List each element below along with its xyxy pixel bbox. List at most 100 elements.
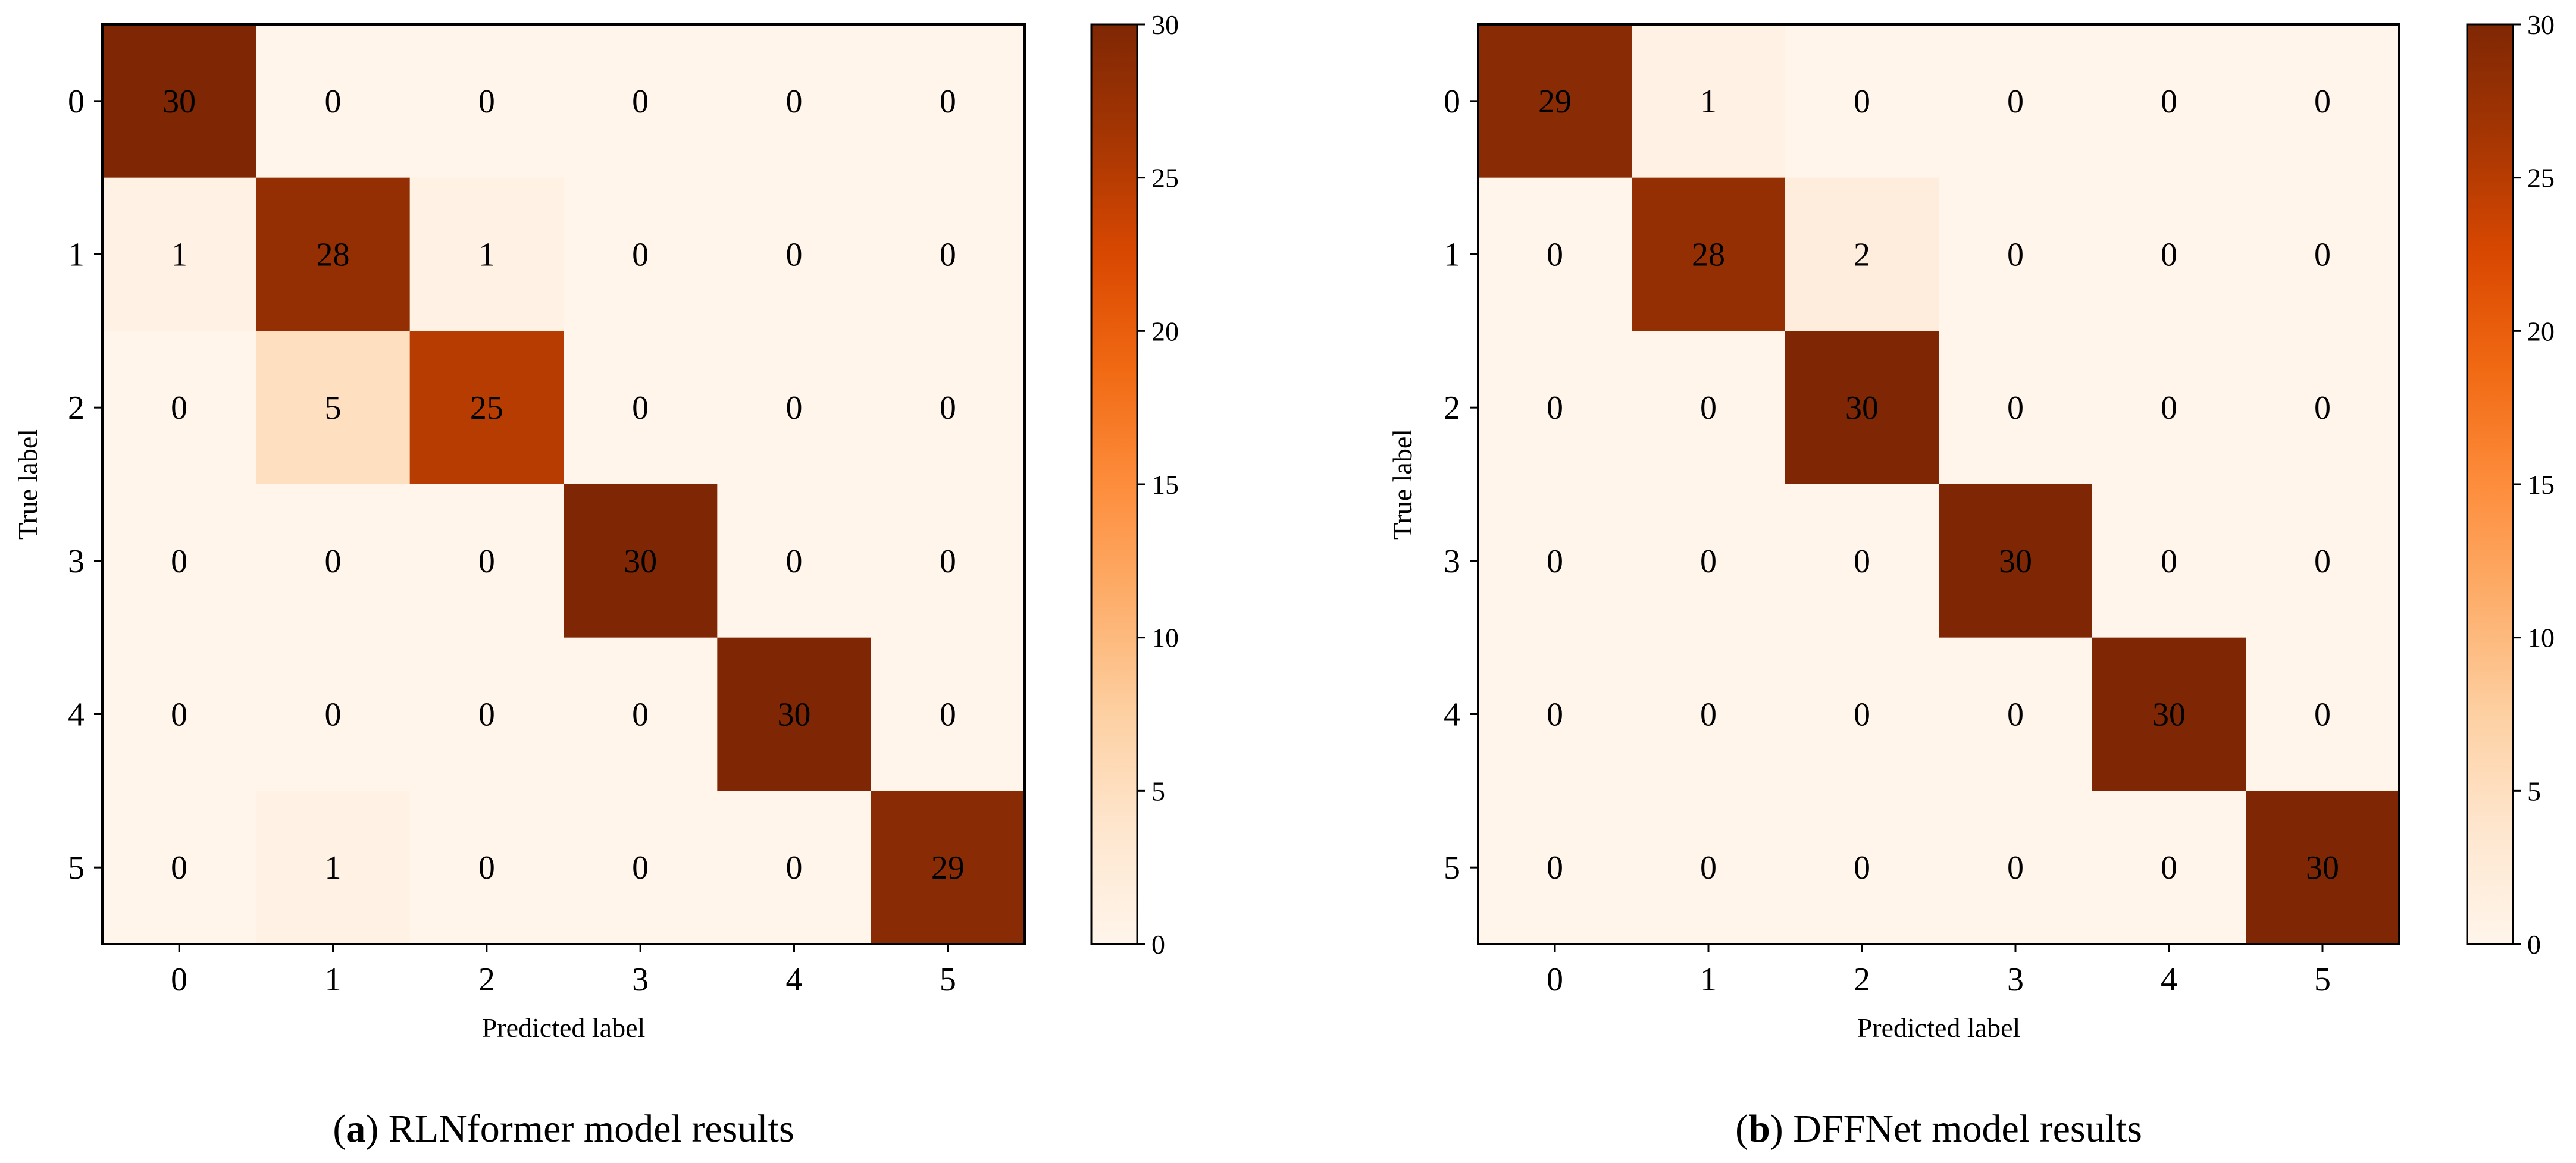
heatmap-cell	[564, 177, 718, 331]
heatmap-cell	[2246, 331, 2400, 485]
heatmap-cell	[1478, 177, 1632, 331]
cell-value-label: 30	[778, 697, 811, 733]
heatmap-cell	[1478, 331, 1632, 485]
cell-value-label: 0	[2314, 390, 2331, 427]
cell-value-label: 0	[632, 83, 649, 120]
heatmap-cell	[871, 484, 1025, 638]
heatmap-cell	[409, 791, 564, 945]
colorbar-tick-label: 20	[2527, 316, 2555, 346]
heatmap-cell	[871, 177, 1025, 331]
heatmap-cell	[1939, 484, 2093, 638]
cell-value-label: 0	[2007, 697, 2024, 733]
heatmap-cell	[256, 637, 411, 791]
y-axis-label: True label	[12, 429, 43, 540]
cell-value-label: 0	[632, 237, 649, 274]
heatmap-cell	[1785, 177, 1939, 331]
heatmap-cell	[717, 177, 872, 331]
cell-value-label: 0	[2314, 543, 2331, 580]
colorbar-ticks: 0 5 10 15 20 25 30	[2513, 10, 2555, 960]
y-tick-label: 5	[1444, 849, 1460, 886]
y-tick-label: 2	[1444, 390, 1460, 427]
heatmap-cell	[2092, 791, 2246, 945]
heatmap-cell	[717, 331, 872, 485]
x-tick-label: 2	[1854, 961, 1870, 998]
cell-value-label: 30	[2152, 697, 2186, 733]
cell-value-label: 25	[470, 390, 503, 427]
cell-value-label: 0	[2007, 849, 2024, 886]
heatmap-cell	[2092, 331, 2246, 485]
heatmap-cell	[1478, 791, 1632, 945]
heatmap-cell	[1478, 637, 1632, 791]
cell-value-label: 28	[317, 237, 350, 274]
cell-value-label: 0	[1700, 390, 1717, 427]
cell-value-label: 0	[786, 83, 803, 120]
colorbar-tick-label: 25	[1151, 163, 1179, 193]
axis-ticks: 0 1 2 3 4 5 0 1 2 3 4 5	[68, 83, 956, 998]
heatmap-cell	[564, 24, 718, 178]
heatmap-cell	[102, 637, 256, 791]
x-tick-label: 4	[2161, 961, 2177, 998]
x-tick-label: 4	[786, 961, 803, 998]
cell-value-label: 0	[2161, 849, 2177, 886]
heatmap-cell	[102, 177, 256, 331]
cell-value-label: 0	[940, 543, 956, 580]
heatmap-cell	[2246, 637, 2400, 791]
plot-frame	[101, 23, 1026, 945]
cell-value-label: 0	[478, 697, 495, 733]
cell-value-label: 0	[632, 697, 649, 733]
y-tick-label: 2	[68, 390, 84, 427]
cell-value-label: 1	[1700, 83, 1717, 120]
y-tick-label: 4	[68, 697, 84, 733]
cell-value-label: 0	[325, 543, 342, 580]
colorbar-ticks: 0 5 10 15 20 25 30	[1137, 10, 1179, 960]
plot-frame	[1477, 23, 2400, 945]
heatmap-cell	[717, 791, 872, 945]
cell-value-label: 0	[940, 697, 956, 733]
heatmap-cell	[256, 331, 411, 485]
cell-value-label: 0	[171, 697, 187, 733]
y-axis-label: True label	[1387, 429, 1417, 540]
heatmap-cell	[717, 484, 872, 638]
cell-value-label: 0	[1700, 697, 1717, 733]
cell-value-label: 1	[325, 849, 342, 886]
colorbar-tick-label: 5	[1151, 776, 1165, 806]
cell-value-label: 30	[1845, 390, 1879, 427]
y-tick-label: 3	[1444, 543, 1460, 580]
caption-letter: b	[1748, 1107, 1770, 1151]
cell-value-label: 0	[2314, 697, 2331, 733]
cell-value-label: 29	[1538, 83, 1572, 120]
cell-value-label: 1	[478, 237, 495, 274]
cell-value-label: 0	[2007, 83, 2024, 120]
cell-value-label: 0	[632, 390, 649, 427]
x-tick-label: 0	[1547, 961, 1563, 998]
cell-value-label: 1	[171, 237, 187, 274]
heatmap-cell	[256, 24, 411, 178]
heatmap-cell	[102, 331, 256, 485]
colorbar	[1090, 23, 1138, 945]
colorbar-tick-label: 25	[2527, 163, 2555, 193]
cell-value-label: 0	[2161, 83, 2177, 120]
heatmap-cell	[409, 331, 564, 485]
cell-value-label: 0	[2314, 83, 2331, 120]
heatmap-cell	[1632, 637, 1786, 791]
cell-value-label: 29	[931, 849, 965, 886]
cell-value-label: 0	[171, 543, 187, 580]
heatmap-cell	[102, 24, 256, 178]
colorbar-tick-label: 30	[1151, 10, 1179, 40]
cell-value-label: 30	[162, 83, 196, 120]
heatmap-cell	[1785, 791, 1939, 945]
cell-value-label: 0	[1547, 849, 1563, 886]
heatmap-cells: 29 1 0 0 0 0 0 28 2 0 0 0 0 0 30 0 0 0 0 0 0 30 0 0 0 0 0 0 30 0 0 0 0 0 0…	[1478, 24, 2400, 945]
heatmap-cell	[102, 791, 256, 945]
x-tick-label: 3	[632, 961, 649, 998]
cell-value-label: 0	[1854, 543, 1870, 580]
cell-value-label: 0	[1547, 697, 1563, 733]
cell-value-label: 0	[940, 237, 956, 274]
heatmap-cell	[564, 331, 718, 485]
heatmap-cell	[409, 637, 564, 791]
cell-value-label: 2	[1854, 237, 1870, 274]
cell-value-label: 0	[1854, 83, 1870, 120]
cell-value-label: 0	[786, 237, 803, 274]
cell-value-label: 0	[940, 390, 956, 427]
heatmap-cell	[102, 484, 256, 638]
